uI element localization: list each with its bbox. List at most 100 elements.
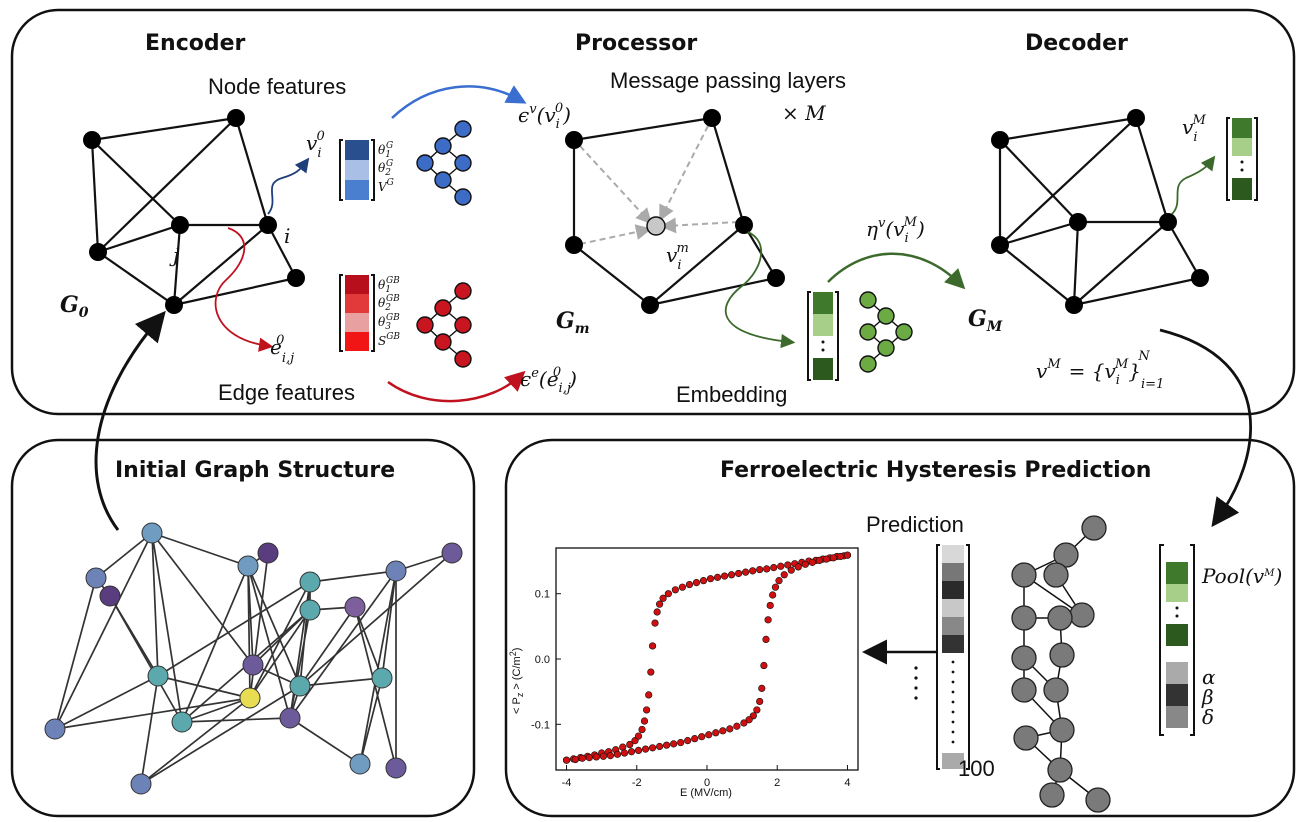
graph-edge bbox=[54, 577, 97, 730]
prediction-label: Prediction bbox=[866, 512, 964, 537]
vector-size-label: 100 bbox=[958, 756, 995, 781]
data-point bbox=[599, 752, 608, 760]
graph-node bbox=[147, 665, 169, 687]
data-point bbox=[655, 600, 664, 608]
edge-mlp-icon bbox=[416, 282, 472, 368]
data-point bbox=[770, 563, 778, 572]
data-point bbox=[712, 729, 720, 737]
data-point bbox=[578, 754, 586, 762]
graph-node bbox=[279, 707, 301, 729]
y-tick-label: 0.1 bbox=[535, 589, 550, 601]
data-point bbox=[645, 691, 653, 699]
data-point bbox=[720, 572, 729, 580]
data-point bbox=[756, 697, 764, 706]
graph-node bbox=[44, 718, 66, 740]
graph-node bbox=[257, 542, 279, 564]
graph-edge bbox=[140, 675, 159, 785]
processor-graph bbox=[565, 109, 785, 314]
data-point bbox=[671, 586, 679, 594]
mlp-node bbox=[1049, 717, 1075, 743]
decoder-to-pool-arrow bbox=[1159, 328, 1253, 528]
data-point bbox=[713, 573, 722, 581]
graph-edge bbox=[181, 565, 249, 723]
data-point bbox=[592, 753, 600, 761]
graph-node bbox=[299, 599, 321, 621]
data-point bbox=[794, 563, 802, 571]
prediction-panel bbox=[504, 438, 1296, 818]
gm-label: Gm bbox=[556, 308, 590, 337]
embedding-vector bbox=[807, 291, 839, 381]
graph-node bbox=[385, 560, 407, 582]
edge-feature-arrow bbox=[214, 227, 274, 352]
data-point bbox=[670, 740, 678, 748]
graph-node bbox=[441, 542, 463, 564]
data-point bbox=[764, 616, 772, 624]
data-point bbox=[677, 738, 685, 747]
graph-edge bbox=[54, 675, 159, 730]
data-point bbox=[678, 583, 687, 591]
graph-edge bbox=[381, 570, 397, 679]
graph-edge bbox=[140, 685, 301, 785]
data-point bbox=[771, 583, 780, 591]
node-encoder-fn: ϵv(vi0) bbox=[518, 101, 571, 132]
dots-left bbox=[914, 666, 918, 700]
hysteresis-chart: -4 -2 0 2 4 -0.1 0.0 0.1 E (MV/cm) < Pz > (C/m2… bbox=[508, 547, 859, 799]
data-point bbox=[638, 725, 646, 734]
data-point bbox=[620, 749, 629, 757]
graph-edge bbox=[54, 697, 251, 730]
data-point bbox=[829, 554, 838, 562]
graph-edge bbox=[289, 717, 361, 765]
initial-graph-title: Initial Graph Structure bbox=[115, 458, 395, 483]
y-tick-label: 0.0 bbox=[535, 654, 550, 666]
graph-node bbox=[171, 711, 193, 733]
data-point bbox=[562, 756, 571, 764]
edge-feature-vector bbox=[339, 274, 375, 352]
node-feat-1: θ1G bbox=[378, 141, 393, 160]
data-point bbox=[663, 741, 671, 749]
data-point bbox=[585, 753, 593, 762]
graph-node bbox=[289, 675, 311, 697]
graph-edge bbox=[309, 570, 397, 583]
graph-edge bbox=[151, 532, 249, 567]
node-encode-arrow bbox=[391, 85, 527, 119]
data-point bbox=[719, 727, 727, 735]
graph-edge bbox=[354, 606, 397, 769]
embedding-mlp-icon bbox=[859, 291, 913, 373]
data-point bbox=[706, 575, 715, 583]
graph-edge bbox=[157, 581, 311, 677]
edge-vector-label: ei,j0 bbox=[270, 333, 294, 366]
data-point bbox=[801, 560, 809, 568]
mlp-node bbox=[1011, 677, 1037, 703]
node-feat-3: VG bbox=[378, 178, 394, 194]
initial-graph-panel bbox=[10, 438, 476, 818]
node-features-label: Node features bbox=[208, 74, 346, 99]
initial-to-encoder-arrow bbox=[94, 310, 166, 531]
graph-edge bbox=[299, 677, 383, 687]
decoder-node-arrow bbox=[1171, 155, 1216, 215]
x-tick-label: 2 bbox=[774, 777, 780, 789]
data-point bbox=[777, 562, 785, 570]
data-point bbox=[758, 684, 766, 692]
data-point bbox=[756, 565, 764, 574]
node-feat-2: θ2G bbox=[378, 159, 393, 178]
data-point bbox=[685, 580, 694, 589]
data-point bbox=[742, 568, 750, 576]
layers-multiplier: × M bbox=[782, 101, 826, 125]
x-axis-label: E (MV/cm) bbox=[680, 787, 732, 799]
data-point bbox=[727, 571, 736, 579]
data-point bbox=[659, 594, 667, 602]
x-tick-label: 0 bbox=[704, 777, 710, 789]
param-delta: δ bbox=[1202, 705, 1214, 729]
node-j-label: j bbox=[169, 243, 179, 267]
edge-feat-2: θ2GB bbox=[378, 294, 400, 313]
graph-node bbox=[371, 667, 393, 689]
data-point bbox=[753, 706, 761, 714]
decoder-mlp-icon bbox=[1011, 515, 1111, 813]
edge-encode-arrow bbox=[387, 370, 526, 403]
mlp-node bbox=[1069, 602, 1095, 628]
processor-node-label: vim bbox=[666, 241, 689, 273]
graph-edge bbox=[299, 552, 453, 687]
decoder-graph bbox=[991, 109, 1209, 314]
mlp-node bbox=[1013, 725, 1039, 751]
mlp-node bbox=[1011, 562, 1037, 588]
